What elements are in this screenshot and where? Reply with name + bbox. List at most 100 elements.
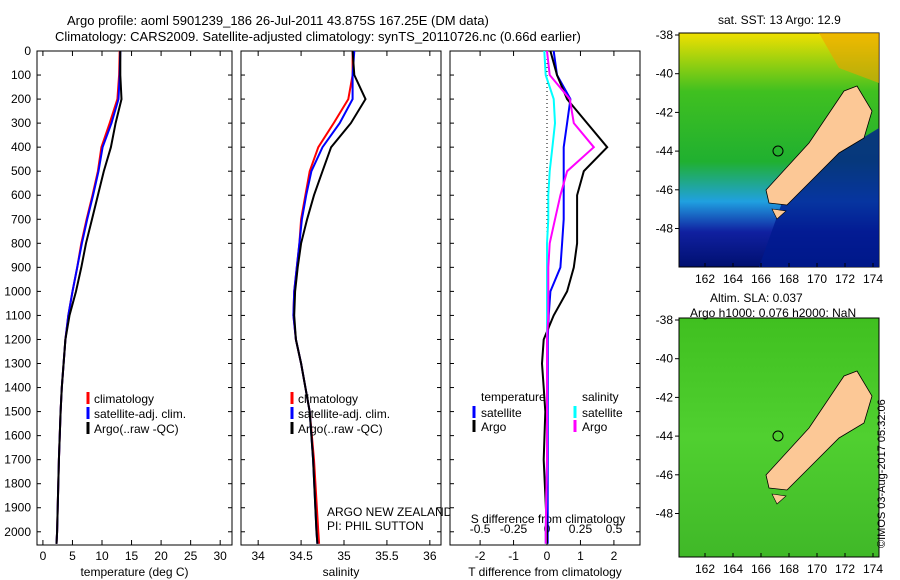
x-tick-label: 35.5 (375, 549, 399, 563)
series-line-argo (540, 50, 609, 544)
x-tick-label: 34.5 (289, 549, 313, 563)
sst-map-title: sat. SST: 13 Argo: 12.9 (718, 13, 841, 27)
x-axis-label: salinity (323, 565, 360, 579)
x-tick-label: 34 (251, 549, 265, 563)
stewart-island-landmass (771, 493, 787, 505)
x-tick-label: -2 (475, 549, 486, 563)
y-tick-label: 600 (11, 188, 31, 202)
y-tick-label: 900 (11, 260, 31, 274)
series-line-argo-raw-qc- (55, 51, 123, 544)
annotation-text: ARGO NEW ZEALAND (327, 505, 453, 519)
legend-label: satellite-adj. clim. (298, 407, 390, 421)
south-island-landmass (765, 370, 873, 491)
s-tick-label: 0.5 (606, 522, 623, 536)
map-y-tick-label: -46 (656, 183, 674, 197)
argo-location-marker (772, 145, 784, 157)
y-tick-label: 1800 (4, 477, 31, 491)
legend-header: temperature (481, 390, 546, 404)
y-tick-label: 1200 (4, 332, 31, 346)
plot-frame (36, 50, 233, 546)
title-line2: Climatology: CARS2009. Satellite-adjuste… (55, 29, 581, 44)
x-axis-label: T difference from climatology (468, 565, 622, 579)
legend-label: satellite-adj. clim. (94, 407, 186, 421)
y-tick-label: 100 (11, 68, 31, 82)
map-sla: -38 -40 -42 -44 -46 -48 162 164 166 168 170 172 174 (656, 313, 884, 576)
map-y-tick-label: -40 (656, 67, 674, 81)
series-line-argo-raw-qc- (293, 50, 367, 544)
map-y-tick-label: -38 (656, 28, 674, 42)
map-x-tick-label: 168 (779, 562, 799, 576)
x-tick-label: 25 (184, 549, 198, 563)
sla-map-title1: Altim. SLA: 0.037 (710, 291, 803, 305)
y-tick-label: 1700 (4, 453, 31, 467)
y-tick-label: 500 (11, 164, 31, 178)
legend-label: Argo(..raw -QC) (94, 422, 179, 436)
plot-frame (449, 50, 641, 546)
x-tick-label: 1 (577, 549, 584, 563)
sla-map-title2: Argo h1000: 0.076 h2000: NaN (690, 306, 857, 320)
y-tick-label: 1400 (4, 381, 31, 395)
legend-label: Argo(..raw -QC) (298, 422, 383, 436)
map-y-tick-label: -42 (656, 105, 674, 119)
y-tick-label: 400 (11, 140, 31, 154)
y-tick-label: 1000 (4, 284, 31, 298)
map-x-tick-label: 170 (807, 272, 827, 286)
legend-label: satellite (582, 406, 623, 420)
x-tick-label: 15 (125, 549, 139, 563)
x-tick-label: 30 (214, 549, 228, 563)
y-tick-label: 1100 (5, 308, 31, 322)
y-tick-label: 1500 (4, 405, 31, 419)
legend-label: climatology (94, 392, 154, 406)
warm-water-region (819, 33, 879, 83)
map-x-tick-label: 164 (723, 562, 743, 576)
y-tick-label: 1300 (4, 357, 31, 371)
x-tick-label: 20 (154, 549, 168, 563)
map-y-tick-label: -44 (656, 429, 674, 443)
y-tick-label: 700 (11, 212, 31, 226)
y-tick-label: 2000 (4, 525, 31, 539)
map-x-tick-label: 162 (695, 272, 715, 286)
panel-difference: -2 -1 0 1 2 T difference from climatology -0.5… (449, 50, 641, 579)
argo-location-marker (772, 430, 784, 442)
x-tick-label: 36 (423, 549, 437, 563)
credit-text: ©IMOS 03-Aug-2017 05:32:06 (876, 399, 888, 548)
series-line-argo (544, 50, 596, 544)
map-y-tick-label: -48 (656, 222, 674, 236)
map-x-tick-label: 166 (751, 562, 771, 576)
map-y-tick-label: -38 (656, 313, 674, 327)
x-tick-label: 0 (40, 549, 47, 563)
stewart-island-landmass (771, 208, 787, 220)
map-x-tick-label: 174 (863, 272, 883, 286)
map-background (678, 317, 880, 558)
y-tick-label: 200 (11, 92, 31, 106)
map-x-tick-label: 166 (751, 272, 771, 286)
map-y-tick-label: -44 (656, 144, 674, 158)
x-tick-label: 0 (544, 549, 551, 563)
legend-label: climatology (298, 392, 358, 406)
map-y-tick-label: -40 (656, 352, 674, 366)
s-tick-label: -0.25 (500, 522, 528, 536)
map-x-tick-label: 172 (835, 272, 855, 286)
cold-water-region (759, 128, 879, 267)
legend-label: Argo (481, 420, 507, 434)
s-tick-label: 0.25 (569, 522, 593, 536)
panel-temperature: 0 5 10 15 20 25 300100200300400500600700800900… (4, 44, 233, 579)
map-x-tick-label: 162 (695, 562, 715, 576)
title-line1: Argo profile: aoml 5901239_186 26-Jul-20… (67, 13, 489, 28)
map-y-tick-label: -42 (656, 390, 674, 404)
x-tick-label: 5 (69, 549, 76, 563)
x-tick-label: 2 (611, 549, 618, 563)
map-y-tick-label: -48 (656, 507, 674, 521)
legend-label: satellite (481, 406, 522, 420)
x-tick-label: 35 (337, 549, 351, 563)
legend-header: salinity (582, 390, 619, 404)
x-tick-label: -1 (508, 549, 519, 563)
y-tick-label: 800 (11, 236, 31, 250)
annotation-text: PI: PHIL SUTTON (327, 519, 424, 533)
map-x-tick-label: 172 (835, 562, 855, 576)
map-sst: -38 -40 -42 -44 -46 -48 162 164 166 168 170 172 174 (656, 28, 884, 286)
s-tick-label: -0.5 (470, 522, 491, 536)
map-x-tick-label: 168 (779, 272, 799, 286)
plot-frame (240, 50, 442, 546)
